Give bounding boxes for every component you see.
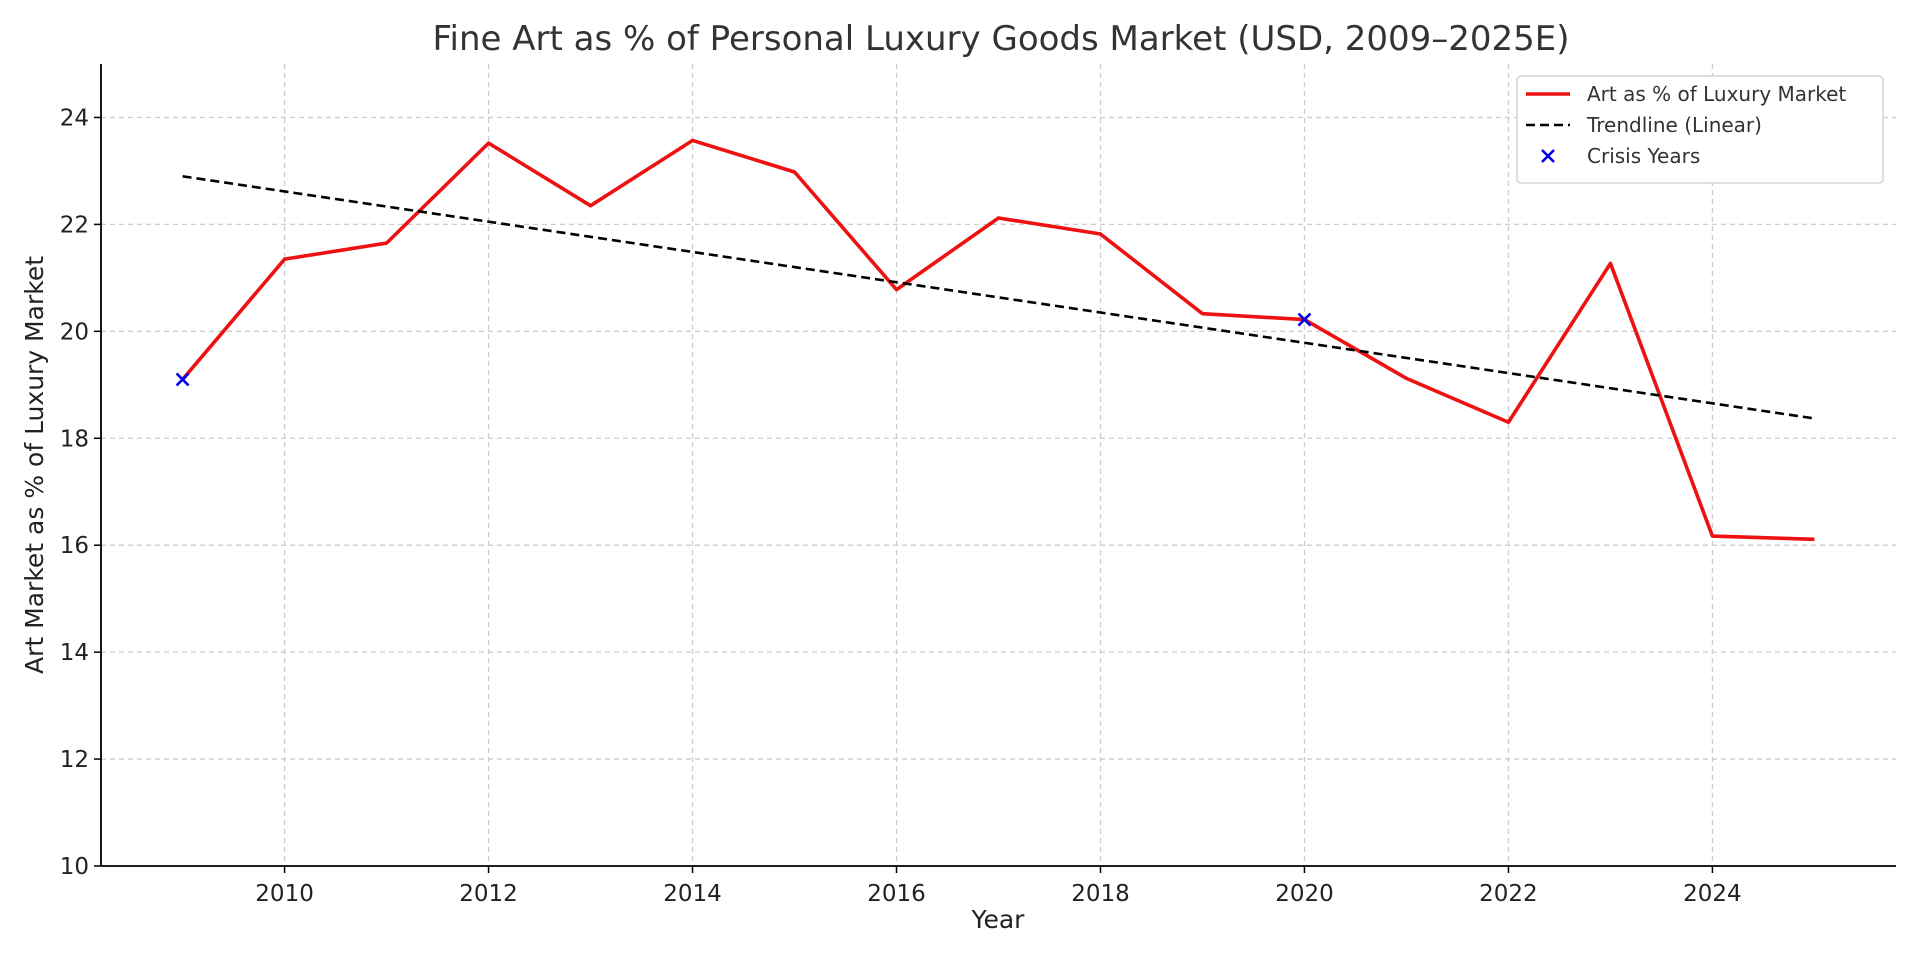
legend-entry-label: Art as % of Luxury Market xyxy=(1587,82,1846,106)
x-tick-label: 2018 xyxy=(1071,881,1130,907)
legend-box xyxy=(1516,75,1884,184)
legend-entry-label: Crisis Years xyxy=(1587,144,1700,168)
y-tick-label: 14 xyxy=(60,640,89,666)
y-tick-label: 22 xyxy=(60,212,89,238)
x-tick-label: 2022 xyxy=(1479,881,1538,907)
y-tick-label: 18 xyxy=(60,426,89,452)
crisis-year-marker xyxy=(175,372,190,387)
x-tick-label: 2014 xyxy=(663,881,722,907)
x-axis-label: Year xyxy=(971,905,1026,934)
chart-title: Fine Art as % of Personal Luxury Goods M… xyxy=(432,19,1569,59)
crisis-year-marker-stroke-b xyxy=(175,372,190,387)
x-tick-label: 2016 xyxy=(867,881,926,907)
y-tick-label: 20 xyxy=(60,319,89,345)
y-tick-label: 12 xyxy=(60,747,89,773)
y-tick-label: 24 xyxy=(60,105,89,131)
ticks-layer: 2010 2012 2014 2016 2018 2020 2022 202410121416… xyxy=(60,105,1742,907)
y-axis-label: Art Market as % of Luxury Market xyxy=(20,256,49,674)
legend-entry-label: Trendline (Linear) xyxy=(1586,113,1762,137)
trendline xyxy=(182,174,1815,420)
series-layer xyxy=(175,138,1815,542)
x-tick-label: 2012 xyxy=(459,881,518,907)
art-share-line xyxy=(181,138,1815,542)
legend: Art as % of Luxury Market Trendline (Line… xyxy=(1516,75,1884,184)
legend-marker-crisis-stroke-b xyxy=(1541,149,1555,163)
grid-layer xyxy=(101,64,1896,867)
y-tick-label: 16 xyxy=(60,533,89,559)
x-tick-label: 2010 xyxy=(255,881,314,907)
crisis-year-marker xyxy=(1297,312,1312,327)
crisis-year-marker-stroke-b xyxy=(1297,312,1312,327)
legend-marker-crisis xyxy=(1541,149,1555,163)
x-tick-label: 2020 xyxy=(1275,881,1334,907)
axes-layer xyxy=(100,64,1896,867)
y-tick-label: 10 xyxy=(60,854,89,880)
x-tick-label: 2024 xyxy=(1683,881,1742,907)
